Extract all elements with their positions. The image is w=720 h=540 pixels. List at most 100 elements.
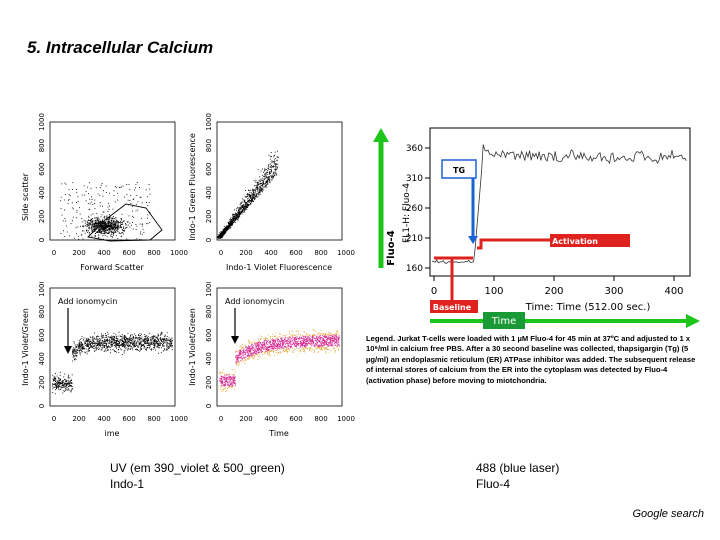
- event-dot: [122, 230, 124, 231]
- event-dot: [271, 160, 273, 162]
- event-dot: [262, 344, 264, 345]
- event-dot: [103, 216, 105, 218]
- event-dot: [91, 339, 93, 341]
- event-dot: [298, 340, 299, 342]
- event-dot: [232, 214, 234, 215]
- event-dot: [256, 346, 258, 348]
- event-dot: [301, 328, 303, 330]
- event-dot: [245, 196, 247, 198]
- event-dot: [256, 193, 257, 195]
- event-dot: [254, 185, 255, 187]
- event-dot: [89, 182, 90, 184]
- event-dot: [134, 345, 135, 347]
- event-dot: [73, 359, 75, 360]
- event-dot: [157, 335, 159, 337]
- event-dot: [92, 213, 94, 215]
- event-dot: [252, 196, 254, 198]
- event-dot: [127, 342, 128, 343]
- event-dot: [254, 356, 256, 358]
- event-dot: [239, 203, 241, 205]
- event-dot: [109, 229, 111, 231]
- event-dot: [280, 343, 282, 345]
- event-dot: [120, 217, 122, 219]
- event-dot: [56, 388, 57, 390]
- event-dot: [119, 341, 121, 343]
- event-dot: [80, 341, 82, 343]
- event-dot: [266, 182, 267, 183]
- event-dot: [323, 338, 324, 340]
- event-dot: [81, 343, 83, 345]
- event-dot: [325, 334, 327, 335]
- y-tick-label: 310: [406, 174, 423, 184]
- event-dot: [123, 350, 125, 352]
- event-dot: [317, 338, 319, 340]
- event-dot: [122, 344, 124, 346]
- event-dot: [68, 383, 69, 385]
- event-dot: [331, 338, 333, 339]
- event-dot: [315, 337, 317, 339]
- event-dot: [267, 177, 269, 178]
- event-dot: [111, 228, 113, 229]
- event-dot: [247, 205, 249, 207]
- event-dot: [69, 383, 71, 384]
- event-dot: [233, 220, 235, 222]
- event-dot: [231, 223, 233, 225]
- event-dot: [100, 225, 102, 227]
- event-dot: [220, 233, 222, 235]
- event-dot: [228, 382, 230, 384]
- event-dot: [84, 194, 86, 196]
- event-dot: [257, 341, 259, 343]
- event-dot: [276, 339, 278, 341]
- event-dot: [238, 353, 240, 355]
- event-dot: [258, 348, 260, 349]
- event-dot: [236, 359, 238, 360]
- event-dot: [241, 211, 243, 213]
- event-dot: [248, 195, 250, 197]
- event-dot: [324, 344, 325, 346]
- event-dot: [323, 343, 325, 344]
- event-dot: [267, 341, 268, 342]
- event-dot: [99, 222, 100, 224]
- event-dot: [282, 351, 284, 353]
- event-dot: [272, 345, 274, 347]
- event-dot: [271, 169, 272, 171]
- x-tick-label: 1000: [337, 249, 355, 257]
- event-dot: [99, 344, 101, 346]
- event-dot: [232, 385, 234, 387]
- event-dot: [88, 224, 90, 226]
- event-dot: [258, 356, 260, 357]
- event-dot: [288, 336, 290, 337]
- event-dot: [78, 343, 80, 345]
- event-dot: [244, 209, 246, 211]
- event-dot: [249, 349, 251, 351]
- event-dot: [234, 209, 235, 211]
- event-dot: [240, 361, 242, 363]
- event-dot: [268, 354, 270, 356]
- event-dot: [57, 383, 58, 385]
- event-dot: [81, 234, 82, 236]
- event-dot: [81, 337, 83, 339]
- event-dot: [274, 151, 276, 153]
- event-dot: [321, 343, 323, 344]
- event-dot: [243, 199, 245, 201]
- event-dot: [237, 219, 239, 221]
- event-dot: [143, 231, 145, 233]
- event-dot: [77, 226, 79, 228]
- event-dot: [166, 339, 167, 341]
- event-dot: [94, 199, 96, 201]
- event-dot: [123, 352, 125, 354]
- event-dot: [100, 227, 102, 228]
- event-dot: [238, 217, 239, 219]
- event-dot: [225, 385, 227, 386]
- event-dot: [220, 232, 222, 234]
- event-dot: [169, 343, 170, 345]
- event-dot: [300, 346, 302, 348]
- event-dot: [119, 339, 121, 340]
- event-dot: [248, 190, 250, 191]
- event-dot: [96, 338, 98, 340]
- event-dot: [227, 382, 229, 384]
- event-dot: [110, 342, 112, 343]
- event-dot: [94, 228, 96, 230]
- event-dot: [83, 347, 85, 349]
- event-dot: [247, 349, 249, 351]
